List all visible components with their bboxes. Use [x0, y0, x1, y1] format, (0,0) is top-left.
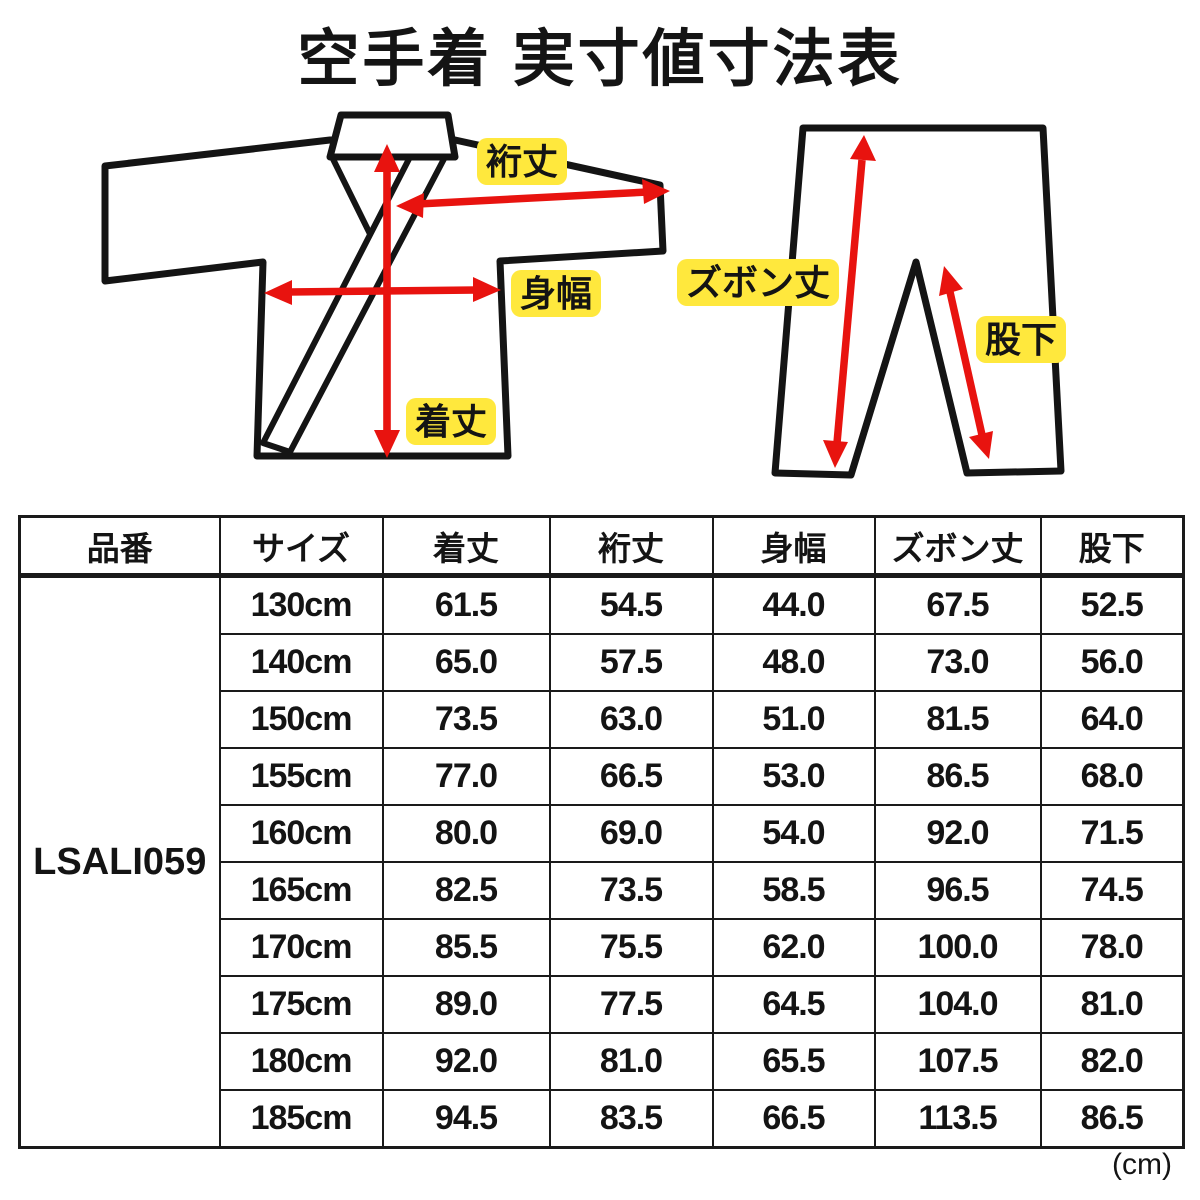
- value-cell: 65.0: [381, 633, 551, 692]
- value-cell: 67.5: [873, 574, 1042, 635]
- size-cell: 170cm: [218, 918, 384, 977]
- inseam-arrow: [939, 266, 993, 459]
- table-row: 185cm 94.5 83.5 66.5 113.5 86.5: [20, 1089, 1185, 1149]
- jacket-vneck-edge: [329, 154, 375, 241]
- col-header-inseam: 股下: [1039, 515, 1185, 578]
- col-header-product-code: 品番: [18, 515, 221, 578]
- body-length-label: 着丈: [406, 398, 497, 446]
- value-cell: 58.5: [711, 861, 876, 920]
- value-cell: 107.5: [873, 1032, 1042, 1091]
- value-cell: 73.0: [873, 633, 1042, 692]
- value-cell: 100.0: [873, 918, 1042, 977]
- table-row: 160cm 80.0 69.0 54.0 92.0 71.5: [20, 804, 1185, 863]
- unit-note: (cm): [1112, 1148, 1172, 1181]
- value-cell: 74.5: [1039, 861, 1185, 920]
- size-cell: 180cm: [218, 1032, 384, 1091]
- value-cell: 83.5: [548, 1089, 714, 1149]
- col-header-body-width: 身幅: [711, 515, 876, 578]
- size-cell: 185cm: [218, 1089, 384, 1149]
- value-cell: 48.0: [711, 633, 876, 692]
- value-cell: 69.0: [548, 804, 714, 863]
- value-cell: 82.0: [1039, 1032, 1185, 1091]
- value-cell: 73.5: [548, 861, 714, 920]
- pants-length-arrow: [823, 135, 876, 468]
- table-row: LSALI059 130cm 61.5 54.5 44.0 67.5 52.5: [18, 574, 1185, 1149]
- col-header-pants-length: ズボン丈: [873, 515, 1042, 578]
- value-cell: 81.0: [1039, 975, 1185, 1034]
- value-cell: 104.0: [873, 975, 1042, 1034]
- value-cell: 92.0: [381, 1032, 551, 1091]
- jacket-collar: [326, 111, 459, 161]
- sleeve-length-label: 裄丈: [477, 138, 568, 186]
- value-cell: 81.5: [873, 690, 1042, 749]
- value-cell: 80.0: [381, 804, 551, 863]
- value-cell: 68.0: [1039, 747, 1185, 806]
- value-cell: 64.5: [711, 975, 876, 1034]
- value-cell: 62.0: [711, 918, 876, 977]
- pants-length-label: ズボン丈: [677, 259, 840, 307]
- value-cell: 77.5: [548, 975, 714, 1034]
- col-header-size: サイズ: [218, 515, 384, 578]
- body-width-label: 身幅: [511, 270, 602, 318]
- value-cell: 52.5: [1039, 574, 1185, 635]
- value-cell: 77.0: [381, 747, 551, 806]
- value-cell: 53.0: [711, 747, 876, 806]
- measurement-diagram: [101, 111, 1065, 479]
- value-cell: 63.0: [548, 690, 714, 749]
- value-cell: 113.5: [873, 1089, 1042, 1149]
- col-header-sleeve-length: 裄丈: [548, 515, 714, 578]
- table-row: 170cm 85.5 75.5 62.0 100.0 78.0: [20, 918, 1185, 977]
- value-cell: 64.0: [1039, 690, 1185, 749]
- value-cell: 82.5: [381, 861, 551, 920]
- value-cell: 92.0: [873, 804, 1042, 863]
- value-cell: 57.5: [548, 633, 714, 692]
- body-length-arrow: [374, 144, 400, 458]
- page-title: 空手着 実寸値寸法表: [297, 25, 903, 94]
- size-cell: 130cm: [218, 574, 384, 635]
- table-row: 140cm 65.0 57.5 48.0 73.0 56.0: [20, 633, 1185, 692]
- header-row: 品番 サイズ 着丈 裄丈 身幅 ズボン丈 股下: [18, 515, 1185, 578]
- table-row: 175cm 89.0 77.5 64.5 104.0 81.0: [20, 975, 1185, 1034]
- value-cell: 75.5: [548, 918, 714, 977]
- sleeve-length-arrow: [396, 179, 670, 218]
- value-cell: 44.0: [711, 574, 876, 635]
- value-cell: 94.5: [381, 1089, 551, 1149]
- value-cell: 54.0: [711, 804, 876, 863]
- value-cell: 51.0: [711, 690, 876, 749]
- value-cell: 81.0: [548, 1032, 714, 1091]
- value-cell: 86.5: [873, 747, 1042, 806]
- size-cell: 160cm: [218, 804, 384, 863]
- value-cell: 85.5: [381, 918, 551, 977]
- table-row: 165cm 82.5 73.5 58.5 96.5 74.5: [20, 861, 1185, 920]
- value-cell: 73.5: [381, 690, 551, 749]
- product-code-cell: LSALI059: [18, 574, 221, 1149]
- size-table: 品番 サイズ 着丈 裄丈 身幅 ズボン丈 股下 LSALI059 130cm 6…: [18, 515, 1185, 1149]
- value-cell: 65.5: [711, 1032, 876, 1091]
- value-cell: 78.0: [1039, 918, 1185, 977]
- table-row: 155cm 77.0 66.5 53.0 86.5 68.0: [20, 747, 1185, 806]
- value-cell: 89.0: [381, 975, 551, 1034]
- table-row: 180cm 92.0 81.0 65.5 107.5 82.0: [20, 1032, 1185, 1091]
- size-cell: 140cm: [218, 633, 384, 692]
- size-cell: 175cm: [218, 975, 384, 1034]
- value-cell: 66.5: [711, 1089, 876, 1149]
- size-cell: 165cm: [218, 861, 384, 920]
- value-cell: 54.5: [548, 574, 714, 635]
- table-row: 150cm 73.5 63.0 51.0 81.5 64.0: [20, 690, 1185, 749]
- size-cell: 155cm: [218, 747, 384, 806]
- size-cell: 150cm: [218, 690, 384, 749]
- col-header-body-length: 着丈: [381, 515, 551, 578]
- value-cell: 66.5: [548, 747, 714, 806]
- inseam-label: 股下: [976, 316, 1067, 364]
- value-cell: 96.5: [873, 861, 1042, 920]
- pants-outline: [771, 124, 1065, 479]
- value-cell: 61.5: [381, 574, 551, 635]
- body-width-arrow: [264, 277, 501, 305]
- value-cell: 56.0: [1039, 633, 1185, 692]
- value-cell: 86.5: [1039, 1089, 1185, 1149]
- value-cell: 71.5: [1039, 804, 1185, 863]
